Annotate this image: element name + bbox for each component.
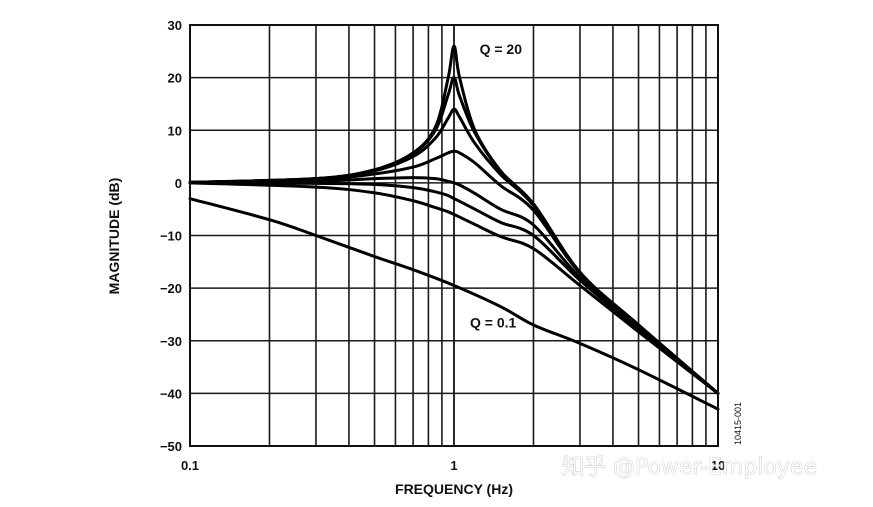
y-tick-label: −10 [160, 229, 182, 244]
grid [189, 24, 719, 447]
y-tick-label: 20 [168, 71, 182, 86]
x-tick-label: 10 [711, 458, 725, 473]
plot-frame [189, 24, 719, 447]
y-tick-label: −50 [160, 439, 182, 454]
curves [188, 44, 720, 411]
annotation-q-20: Q = 20 [480, 41, 523, 57]
x-axis-title: FREQUENCY (Hz) [395, 481, 513, 497]
x-tick-label: 0.1 [181, 458, 199, 473]
x-tick-label: 1 [450, 458, 457, 473]
series-line-q-1 [188, 176, 720, 395]
y-tick-label: 0 [175, 176, 182, 191]
series-line-q-0-7 [188, 181, 720, 395]
watermark: 知乎 @Power-Employee [562, 455, 817, 480]
y-tick-label: −30 [160, 334, 182, 349]
y-tick-label: −20 [160, 281, 182, 296]
annotation-q-0-1: Q = 0.1 [470, 315, 517, 331]
series-line-q-0-1 [188, 197, 720, 411]
y-tick-label: 10 [168, 123, 182, 138]
y-axis-title: MAGNITUDE (dB) [106, 178, 122, 295]
y-tick-labels: 30 20 10 0 −10 −20 −30 −40 −50 [160, 18, 182, 454]
y-tick-label: 30 [168, 18, 182, 33]
y-tick-label: −40 [160, 386, 182, 401]
series-line-q-0-5 [188, 181, 720, 395]
series-line-q-2 [188, 149, 720, 395]
x-tick-labels: 0.1 1 10 [181, 458, 725, 473]
figure-id: 10415-001 [733, 402, 743, 445]
